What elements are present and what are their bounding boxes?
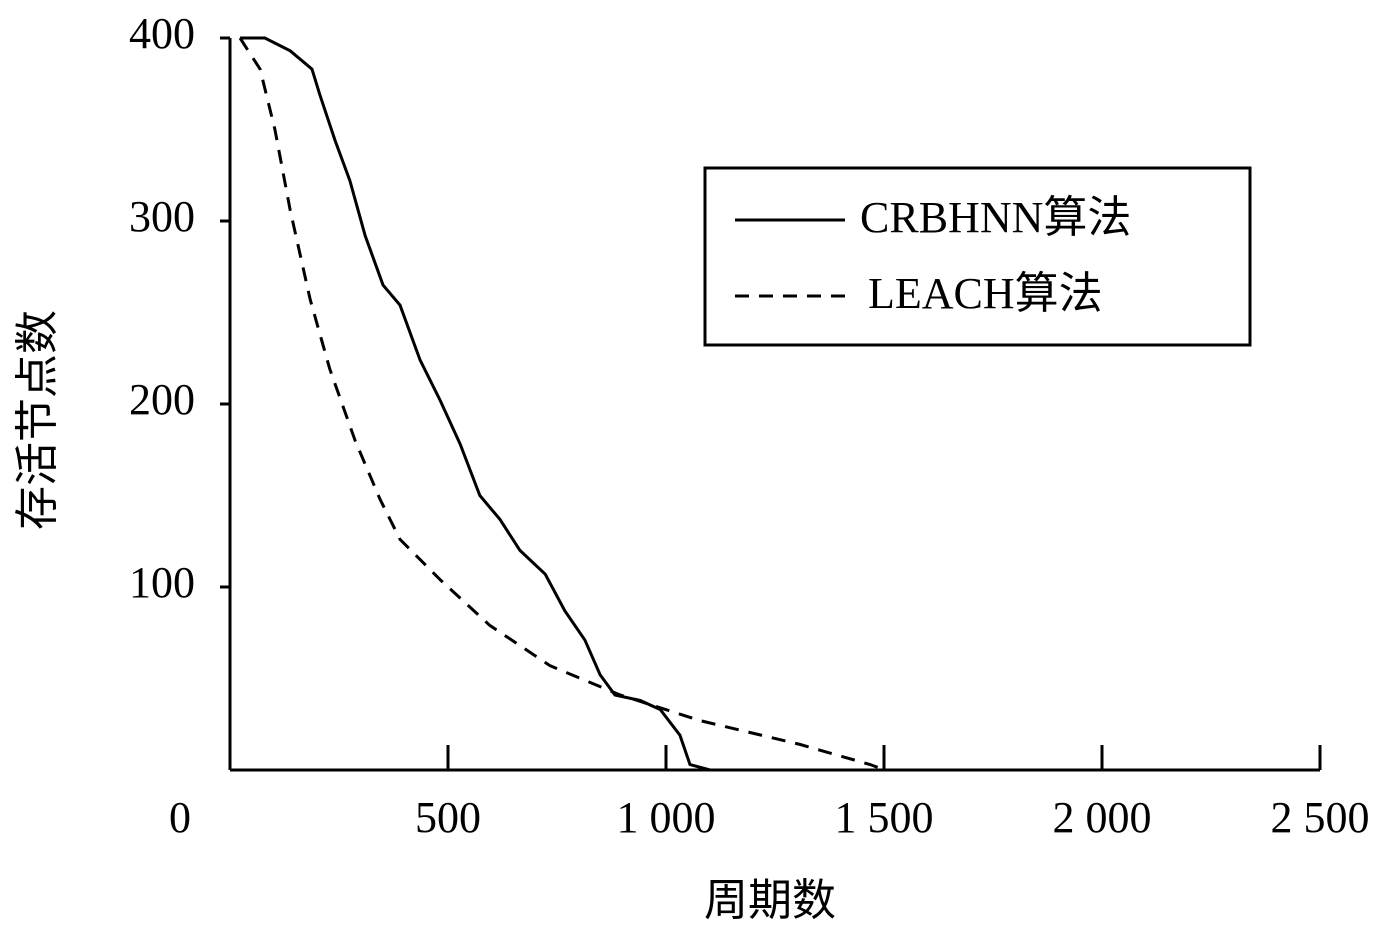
x-tick-label: 0 xyxy=(169,793,191,842)
x-tick-label: 1 500 xyxy=(835,793,934,842)
y-tick-label: 300 xyxy=(129,192,195,241)
x-tick-label: 500 xyxy=(415,793,481,842)
y-axis-label: 存活节点数 xyxy=(13,310,62,530)
x-tick-label: 1 000 xyxy=(617,793,716,842)
series-line xyxy=(238,37,1320,772)
legend-label: LEACH算法 xyxy=(868,269,1103,318)
x-tick-label: 2 000 xyxy=(1053,793,1152,842)
x-axis-label: 周期数 xyxy=(704,876,836,925)
y-tick-label: 100 xyxy=(129,558,195,607)
legend-box xyxy=(703,166,1252,347)
x-tick-label: 2 500 xyxy=(1271,793,1370,842)
y-tick-label: 200 xyxy=(129,375,195,424)
y-tick-label: 400 xyxy=(129,9,195,58)
series-line xyxy=(240,36,1320,772)
legend-label: CRBHNN算法 xyxy=(860,193,1131,242)
